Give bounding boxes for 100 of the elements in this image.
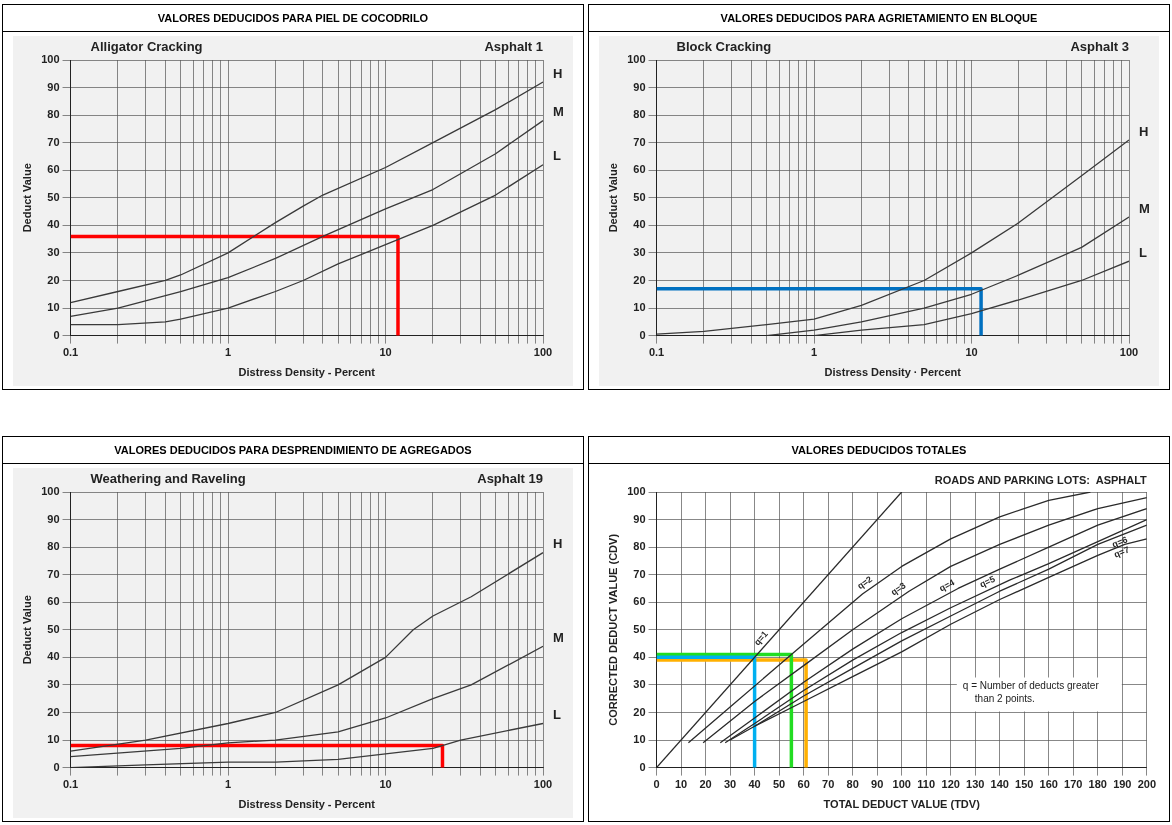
annotation: q = Number of deducts greater than 2 points.	[962, 680, 1100, 705]
chart-subtitle: ROADS AND PARKING LOTS: ASPHALT	[934, 473, 1148, 486]
series-label: H	[553, 65, 563, 81]
x-tick-label: 100	[1119, 346, 1139, 359]
y-tick-label: 30	[633, 245, 646, 258]
x-tick-label: 0.1	[62, 778, 79, 791]
series-label: M	[553, 629, 564, 645]
y-tick-label: 50	[633, 622, 646, 635]
series-label: L	[1139, 244, 1147, 260]
y-tick-label: 10	[47, 301, 60, 314]
y-tick-label: 60	[47, 163, 60, 176]
y-tick-label: 70	[47, 135, 60, 148]
text: Asphalt 3	[1070, 39, 1129, 55]
y-tick-label: 100	[627, 53, 646, 66]
x-tick-label: 100	[892, 778, 911, 791]
y-tick-label: 70	[47, 567, 60, 580]
y-tick-label: 100	[627, 485, 646, 498]
y-tick-label: 40	[47, 650, 60, 663]
series-label: M	[553, 104, 564, 120]
chart-subtitle: Weathering and Raveling	[90, 471, 246, 487]
x-tick-label: 130	[966, 778, 985, 791]
x-tick-label: 30	[723, 778, 737, 791]
x-axis-title: Distress Density - Percent	[238, 798, 376, 811]
y-tick-label: 80	[47, 108, 60, 121]
y-tick-label: 60	[633, 595, 646, 608]
y-tick-label: 40	[633, 218, 646, 231]
x-tick-label: 200	[1137, 778, 1156, 791]
x-tick-label: 20	[699, 778, 712, 791]
x-tick-label: 50	[773, 778, 786, 791]
x-axis-title: Distress Density · Percent	[824, 366, 962, 379]
y-tick-label: 0	[53, 760, 60, 773]
y-tick-label: 60	[633, 163, 646, 176]
x-tick-label: 100	[533, 778, 553, 791]
y-tick-label: 90	[633, 512, 646, 525]
y-tick-label: 0	[53, 328, 60, 341]
x-tick-label: 170	[1064, 778, 1083, 791]
text: Asphalt 19	[477, 471, 543, 487]
y-tick-label: 90	[47, 80, 60, 93]
y-tick-label: 80	[47, 540, 60, 553]
x-tick-label: 80	[846, 778, 859, 791]
x-tick-label: 180	[1088, 778, 1107, 791]
x-tick-label: 1	[810, 346, 818, 359]
y-tick-label: 20	[633, 273, 646, 286]
text: q=1	[751, 629, 770, 648]
x-tick-label: 10	[379, 346, 392, 359]
x-tick-label: 0.1	[648, 346, 665, 359]
y-tick-label: 20	[633, 705, 646, 718]
text: q=5	[978, 573, 997, 590]
y-axis-title: CORRECTED DEDUCT VALUE (CDV)	[606, 533, 619, 726]
y-tick-label: 80	[633, 540, 646, 553]
y-tick-label: 20	[47, 273, 60, 286]
x-tick-label: 0	[653, 778, 660, 791]
chart-subtitle: Block Cracking	[676, 39, 772, 55]
y-tick-label: 80	[633, 108, 646, 121]
y-tick-label: 0	[639, 328, 646, 341]
x-tick-label: 40	[748, 778, 761, 791]
y-tick-label: 100	[41, 53, 60, 66]
series-label: L	[553, 707, 561, 723]
x-tick-label: 60	[797, 778, 810, 791]
chart-title: VALORES DEDUCIDOS TOTALES	[589, 437, 1169, 464]
chart-title: VALORES DEDUCIDOS PARA AGRIETAMIENTO EN BLOQUE	[589, 5, 1169, 32]
y-tick-label: 10	[47, 733, 60, 746]
series-label: H	[1139, 123, 1149, 139]
x-axis-title: TOTAL DEDUCT VALUE (TDV)	[823, 798, 981, 811]
y-tick-label: 50	[47, 622, 60, 635]
y-tick-label: 70	[633, 567, 646, 580]
text: q=3	[888, 580, 908, 598]
text: Asphalt 1	[484, 39, 543, 55]
x-tick-label: 10	[379, 778, 392, 791]
x-tick-label: 70	[822, 778, 835, 791]
x-tick-label: 150	[1015, 778, 1034, 791]
y-tick-label: 100	[41, 485, 60, 498]
x-tick-label: 10	[965, 346, 978, 359]
x-tick-label: 0.1	[62, 346, 79, 359]
y-tick-label: 30	[47, 245, 60, 258]
y-tick-label: 90	[47, 512, 60, 525]
y-tick-label: 90	[633, 80, 646, 93]
y-tick-label: 10	[633, 301, 646, 314]
x-tick-label: 90	[871, 778, 884, 791]
y-axis-title: Deduct Value	[606, 163, 619, 233]
x-axis-title: Distress Density - Percent	[238, 366, 376, 379]
y-tick-label: 40	[47, 218, 60, 231]
x-tick-label: 110	[917, 778, 936, 791]
x-tick-label: 190	[1113, 778, 1132, 791]
chart-title: VALORES DEDUCIDOS PARA DESPRENDIMIENTO DE AGREGADOS	[3, 437, 583, 464]
text: q=4	[937, 577, 957, 594]
series-label: H	[553, 536, 563, 552]
x-tick-label: 140	[990, 778, 1009, 791]
x-tick-label: 1	[224, 346, 232, 359]
chart-title: VALORES DEDUCIDOS PARA PIEL DE COCODRILO	[3, 5, 583, 32]
y-tick-label: 60	[47, 595, 60, 608]
y-tick-label: 40	[633, 650, 646, 663]
y-tick-label: 30	[633, 677, 646, 690]
text: q=2	[855, 573, 875, 592]
y-tick-label: 70	[633, 135, 646, 148]
y-axis-title: Deduct Value	[20, 595, 33, 665]
y-tick-label: 20	[47, 705, 60, 718]
x-tick-label: 160	[1039, 778, 1058, 791]
x-tick-label: 100	[533, 346, 553, 359]
y-tick-label: 50	[633, 190, 646, 203]
